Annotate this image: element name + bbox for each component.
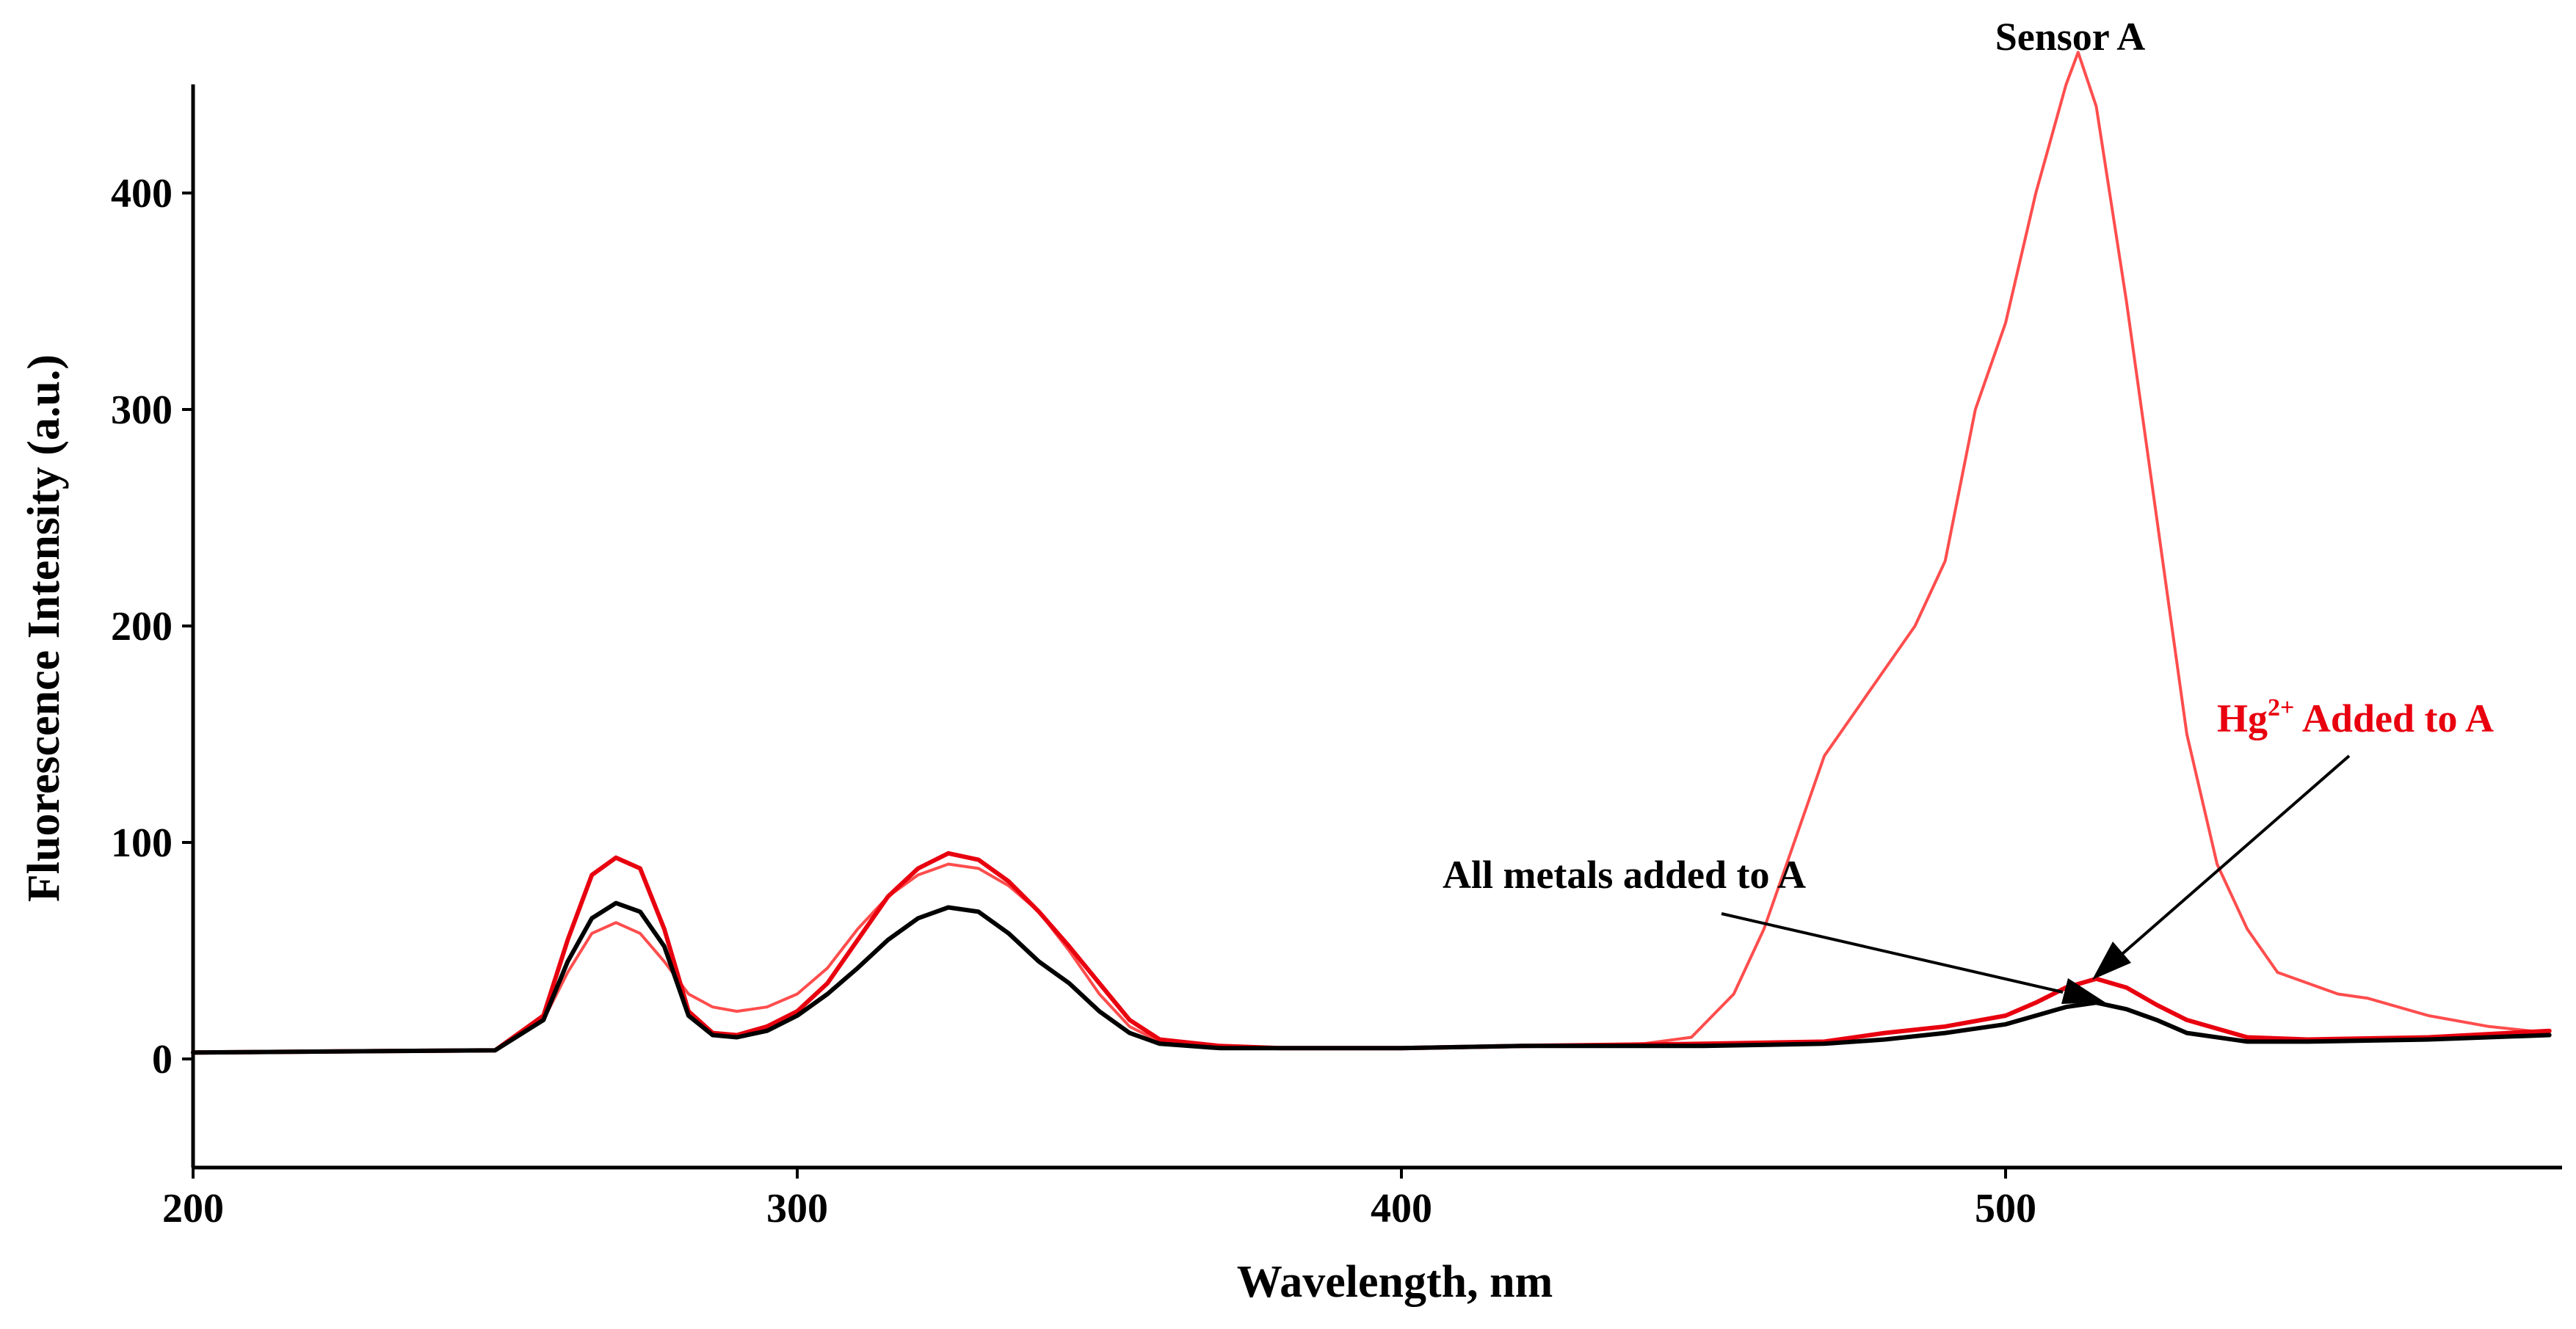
y-tick-label: 0 <box>152 1037 173 1082</box>
y-tick-label: 200 <box>111 604 173 649</box>
y-tick-label: 400 <box>111 171 173 216</box>
arrow-hg-head <box>2092 942 2131 980</box>
x-tick-label: 300 <box>766 1186 828 1231</box>
annotation-hg-rest: Added to A <box>2294 696 2494 740</box>
y-axis-title: Fluorescence Intensity (a.u.) <box>19 354 69 902</box>
series-line-3 <box>191 900 2552 1055</box>
series-line-1 <box>192 51 2551 1055</box>
x-axis-title: Wavelength, nm <box>1237 1257 1553 1307</box>
series-group <box>191 51 2552 1055</box>
arrow-hg-line <box>2116 754 2351 959</box>
series-line-2 <box>191 851 2552 1055</box>
annotation-all-metals: All metals added to A <box>1443 853 1806 897</box>
arrow-all-metals-head <box>2061 978 2105 1004</box>
x-tick-label: 400 <box>1371 1186 1432 1231</box>
tick-group: 200 300 400 500 0 100 200 300 400 <box>111 171 2036 1231</box>
y-tick-label: 100 <box>111 820 173 866</box>
x-tick-label: 500 <box>1975 1186 2036 1231</box>
y-tick-label: 300 <box>111 387 173 433</box>
annotation-hg-charge: 2+ <box>2268 694 2294 721</box>
arrow-all-metals-line <box>1721 912 2064 994</box>
x-tick-label: 200 <box>162 1186 224 1231</box>
annotation-hg-added: Hg2+ Added to A <box>2217 694 2494 740</box>
annotation-hg-symbol: Hg <box>2217 696 2268 740</box>
annotation-sensor-a: Sensor A <box>1995 15 2146 59</box>
